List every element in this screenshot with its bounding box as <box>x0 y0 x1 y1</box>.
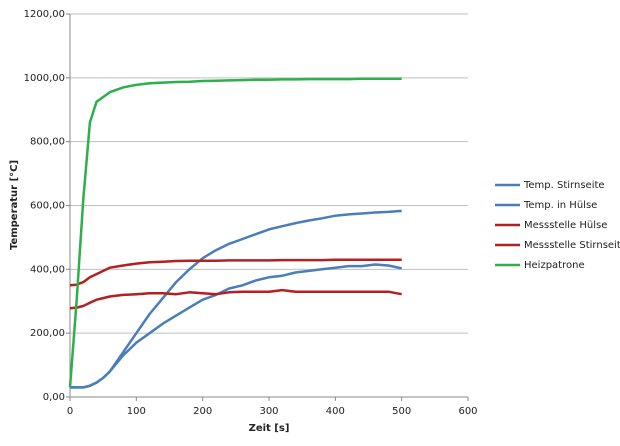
y-tick-label: 800,00 <box>30 137 65 148</box>
y-tick-label: 0,00 <box>43 392 65 403</box>
x-tick-label: 200 <box>193 406 212 417</box>
x-tick-label: 100 <box>127 406 146 417</box>
series-line <box>70 263 402 389</box>
legend-label: Temp. in Hülse <box>523 200 597 211</box>
y-tick-label: 200,00 <box>30 328 65 339</box>
y-tick-label: 1200,00 <box>24 9 65 20</box>
series-line <box>69 258 402 287</box>
y-axis-title: Temperatur [°C] <box>9 160 20 250</box>
y-tick-label: 1000,00 <box>24 73 65 84</box>
legend-label: Messstelle Hülse <box>524 220 607 231</box>
series-line <box>68 77 402 388</box>
legend-label: Temp. Stirnseite <box>523 180 605 191</box>
y-tick-label: 400,00 <box>30 264 65 275</box>
series-line <box>69 288 402 310</box>
y-tick-label: 600,00 <box>30 201 65 212</box>
legend-label: Messstelle Stirnseite <box>524 240 620 251</box>
x-tick-label: 0 <box>67 406 73 417</box>
x-tick-label: 500 <box>392 406 411 417</box>
x-tick-label: 400 <box>326 406 345 417</box>
x-axis-title: Zeit [s] <box>249 423 290 434</box>
legend-label: Heizpatrone <box>524 260 585 271</box>
x-tick-label: 600 <box>458 406 477 417</box>
x-tick-label: 300 <box>259 406 278 417</box>
